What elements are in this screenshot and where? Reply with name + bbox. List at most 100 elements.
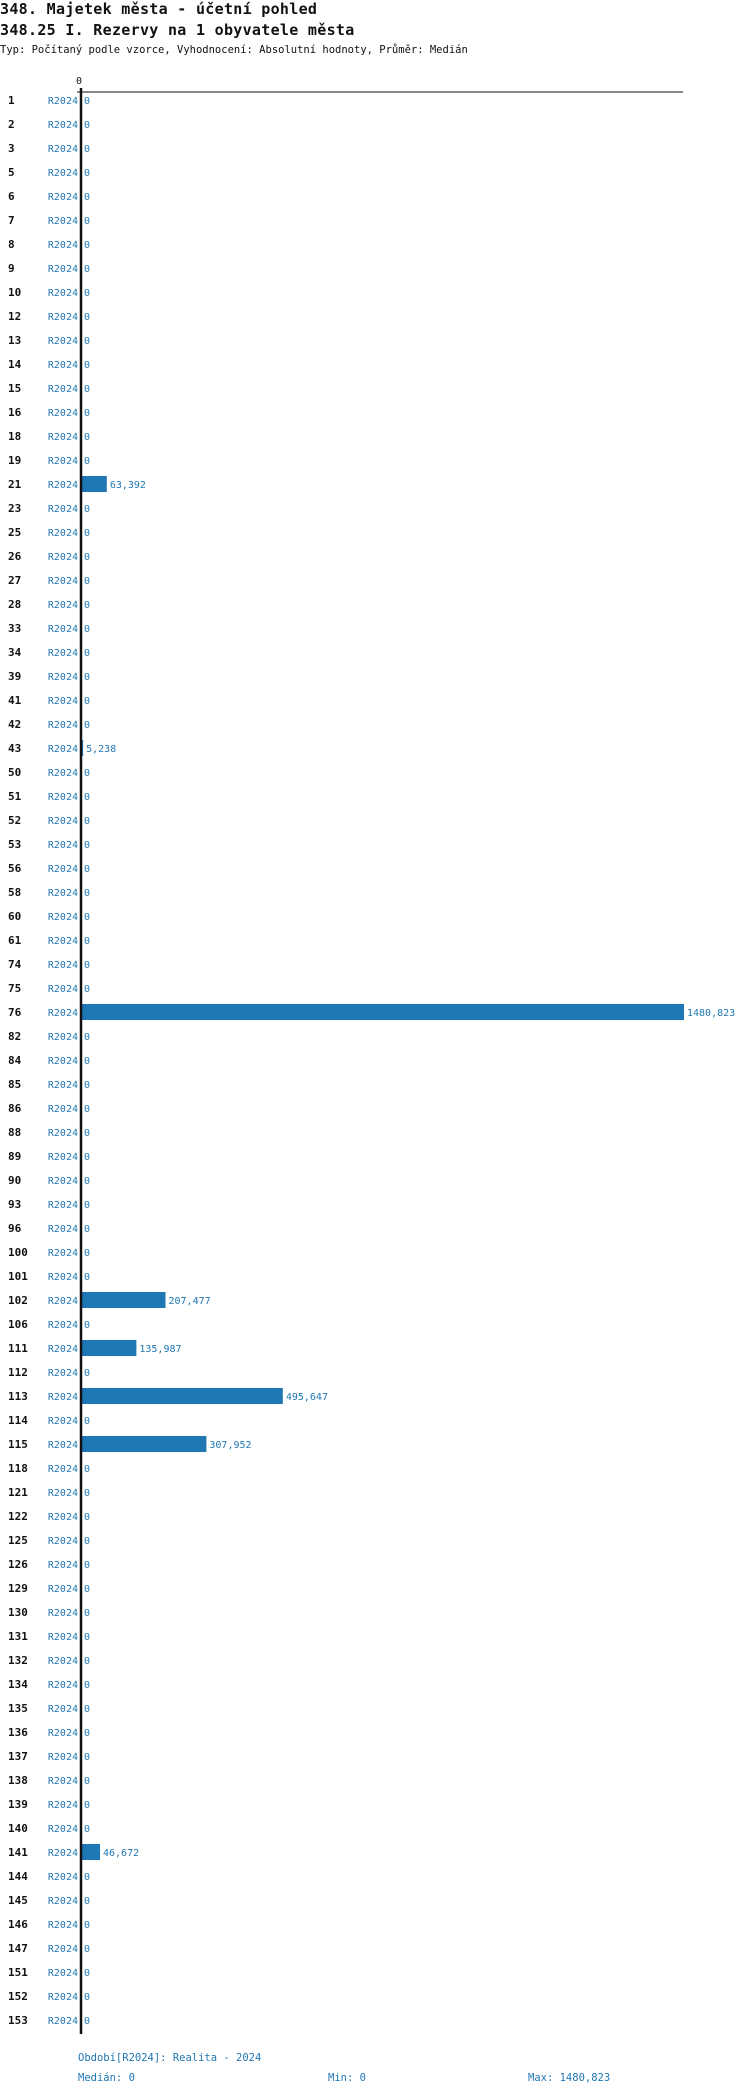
category-label: 131 [8,1630,28,1643]
value-label: 0 [84,1488,90,1499]
category-label: 147 [8,1942,28,1955]
series-label: R2024 [48,1272,78,1283]
series-label: R2024 [48,240,78,251]
value-label: 0 [84,432,90,443]
value-label: 0 [84,96,90,107]
category-label: 93 [8,1198,21,1211]
series-label: R2024 [48,576,78,587]
series-label: R2024 [48,1728,78,1739]
category-label: 9 [8,262,15,275]
category-label: 39 [8,670,21,683]
category-label: 21 [8,478,22,491]
value-label: 0 [84,672,90,683]
category-label: 16 [8,406,22,419]
value-label: 0 [84,840,90,851]
category-label: 10 [8,286,21,299]
series-label: R2024 [48,288,78,299]
bar-chart: 0 1 R2024 0 2 R2024 0 3 R2024 0 5 R2024 0 6 R2024 0 7 R20… [8,76,735,2034]
category-label: 139 [8,1798,28,1811]
series-label: R2024 [48,168,78,179]
category-label: 152 [8,1990,28,2003]
series-label: R2024 [48,648,78,659]
category-label: 126 [8,1558,28,1571]
category-label: 106 [8,1318,28,1331]
series-label: R2024 [48,1656,78,1667]
series-label: R2024 [48,912,78,923]
category-label: 60 [8,910,21,923]
category-label: 102 [8,1294,28,1307]
series-label: R2024 [48,1632,78,1643]
category-label: 6 [8,190,15,203]
series-label: R2024 [48,1824,78,1835]
value-label: 0 [84,648,90,659]
series-label: R2024 [48,672,78,683]
chart-subtitle: 348.25 I. Rezervy na 1 obyvatele města [0,21,355,39]
value-label: 0 [84,1176,90,1187]
value-label: 0 [84,1560,90,1571]
value-label: 0 [84,312,90,323]
value-label: 0 [84,720,90,731]
footer-max: Max: 1480,823 [528,2072,611,2084]
category-label: 53 [8,838,21,851]
category-label: 23 [8,502,21,515]
category-label: 88 [8,1126,21,1139]
value-label: 0 [84,816,90,827]
value-label: 0 [84,888,90,899]
bar [81,1388,283,1404]
value-label: 0 [84,360,90,371]
value-label: 0 [84,1752,90,1763]
category-label: 140 [8,1822,28,1835]
series-label: R2024 [48,600,78,611]
value-label: 0 [84,1896,90,1907]
series-label: R2024 [48,792,78,803]
category-label: 43 [8,742,21,755]
value-label: 0 [84,1824,90,1835]
category-label: 86 [8,1102,22,1115]
category-label: 141 [8,1846,28,1859]
series-label: R2024 [48,936,78,947]
category-label: 14 [8,358,22,371]
series-label: R2024 [48,1008,78,1019]
value-label: 0 [84,960,90,971]
bar [81,1844,101,1860]
value-label: 0 [84,1272,90,1283]
category-label: 111 [8,1342,28,1355]
value-label: 0 [84,1968,90,1979]
value-label: 0 [84,1368,90,1379]
value-label: 0 [84,192,90,203]
series-label: R2024 [48,1056,78,1067]
value-label: 0 [84,216,90,227]
series-label: R2024 [48,1488,78,1499]
series-label: R2024 [48,1344,78,1355]
category-label: 122 [8,1510,28,1523]
axis-tick-label: 0 [76,76,82,87]
category-label: 50 [8,766,21,779]
value-label: 0 [84,912,90,923]
value-label: 0 [84,336,90,347]
series-label: R2024 [48,1128,78,1139]
series-label: R2024 [48,1152,78,1163]
category-label: 135 [8,1702,28,1715]
series-label: R2024 [48,1608,78,1619]
series-label: R2024 [48,1176,78,1187]
bar [81,1292,166,1308]
value-label: 0 [84,792,90,803]
value-label: 0 [84,768,90,779]
series-label: R2024 [48,696,78,707]
category-label: 34 [8,646,22,659]
series-label: R2024 [48,1584,78,1595]
value-label: 0 [84,168,90,179]
value-label: 5,238 [86,744,116,755]
series-label: R2024 [48,1464,78,1475]
series-label: R2024 [48,1776,78,1787]
value-label: 0 [84,936,90,947]
value-label: 63,392 [110,480,146,491]
series-label: R2024 [48,120,78,131]
series-label: R2024 [48,1416,78,1427]
value-label: 0 [84,600,90,611]
value-label: 0 [84,456,90,467]
category-label: 5 [8,166,15,179]
value-label: 0 [84,1416,90,1427]
value-label: 0 [84,1152,90,1163]
category-label: 61 [8,934,22,947]
